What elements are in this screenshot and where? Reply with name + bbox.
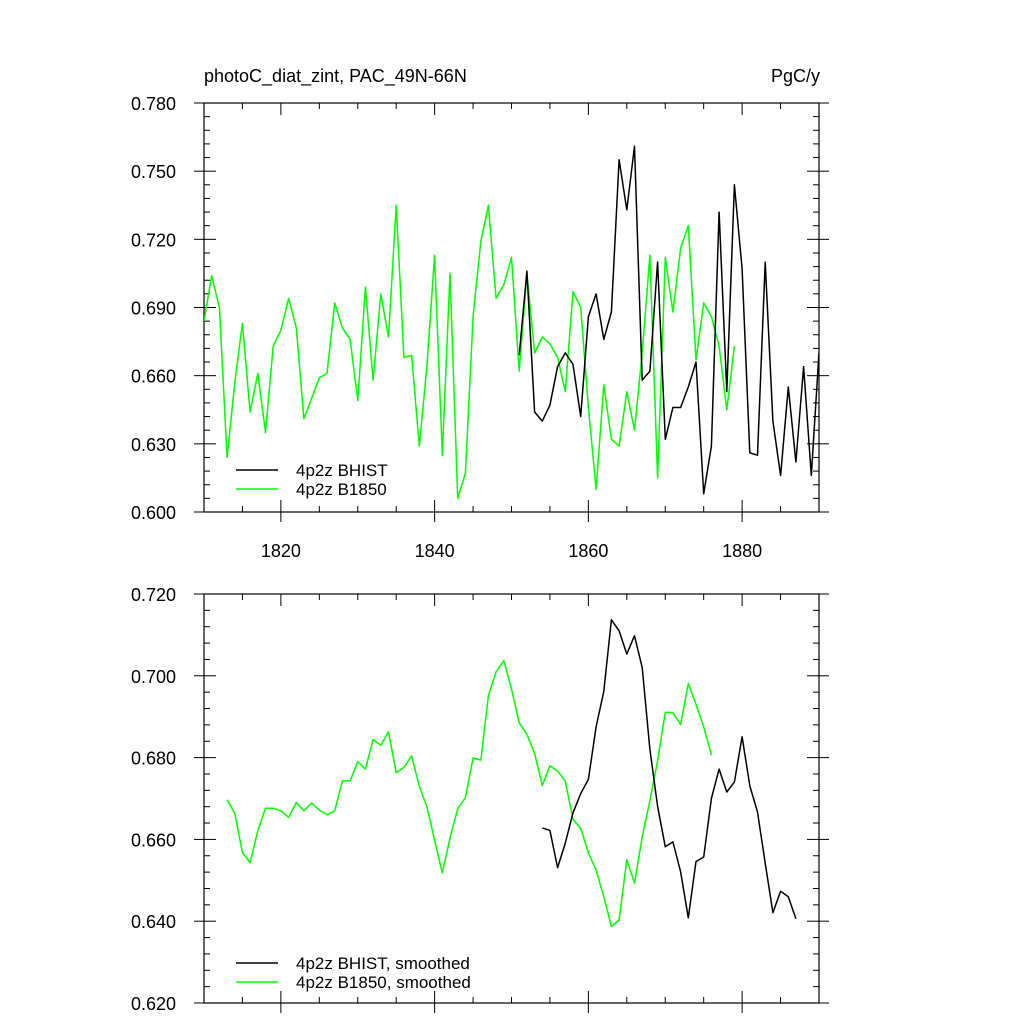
- y-tick-label: 0.720: [131, 585, 176, 605]
- x-tick-label: 1860: [568, 541, 608, 561]
- x-tick-label: 1880: [722, 541, 762, 561]
- series-line-0: [542, 619, 797, 919]
- plot-frame: [203, 102, 820, 513]
- x-tick-label: 1820: [261, 541, 301, 561]
- y-tick-label: 0.600: [131, 503, 176, 523]
- y-tick-label: 0.700: [131, 667, 176, 687]
- series-line-1: [204, 204, 736, 500]
- y-tick-label: 0.630: [131, 435, 176, 455]
- series-line-0: [518, 145, 819, 495]
- units-label: PgC/y: [771, 66, 820, 86]
- series-line-1: [226, 659, 713, 928]
- y-tick-label: 0.780: [131, 94, 176, 114]
- y-tick-label: 0.690: [131, 299, 176, 319]
- x-tick-label: 1840: [415, 541, 455, 561]
- bottom-panel: 0.620 0.640 0.660 0.680 0.700 0.720 4p2z BHIST…: [131, 585, 829, 1014]
- top-panel: 1820 1840 1860 1880 0.600 0.630 0.660 0.690 0.72…: [131, 94, 829, 561]
- y-tick-label: 0.680: [131, 749, 176, 769]
- y-tick-label: 0.720: [131, 230, 176, 250]
- legend-label: 4p2z B1850, smoothed: [296, 973, 471, 992]
- legend-label: 4p2z BHIST, smoothed: [296, 954, 470, 973]
- y-tick-label: 0.620: [131, 994, 176, 1014]
- y-tick-label: 0.660: [131, 367, 176, 387]
- y-tick-label: 0.750: [131, 162, 176, 182]
- y-tick-label: 0.640: [131, 912, 176, 932]
- legend-label: 4p2z BHIST: [296, 461, 388, 480]
- y-tick-label: 0.660: [131, 830, 176, 850]
- plot-frame: [203, 593, 820, 1004]
- chart-title: photoC_diat_zint, PAC_49N-66N: [204, 66, 467, 87]
- legend-label: 4p2z B1850: [296, 480, 387, 499]
